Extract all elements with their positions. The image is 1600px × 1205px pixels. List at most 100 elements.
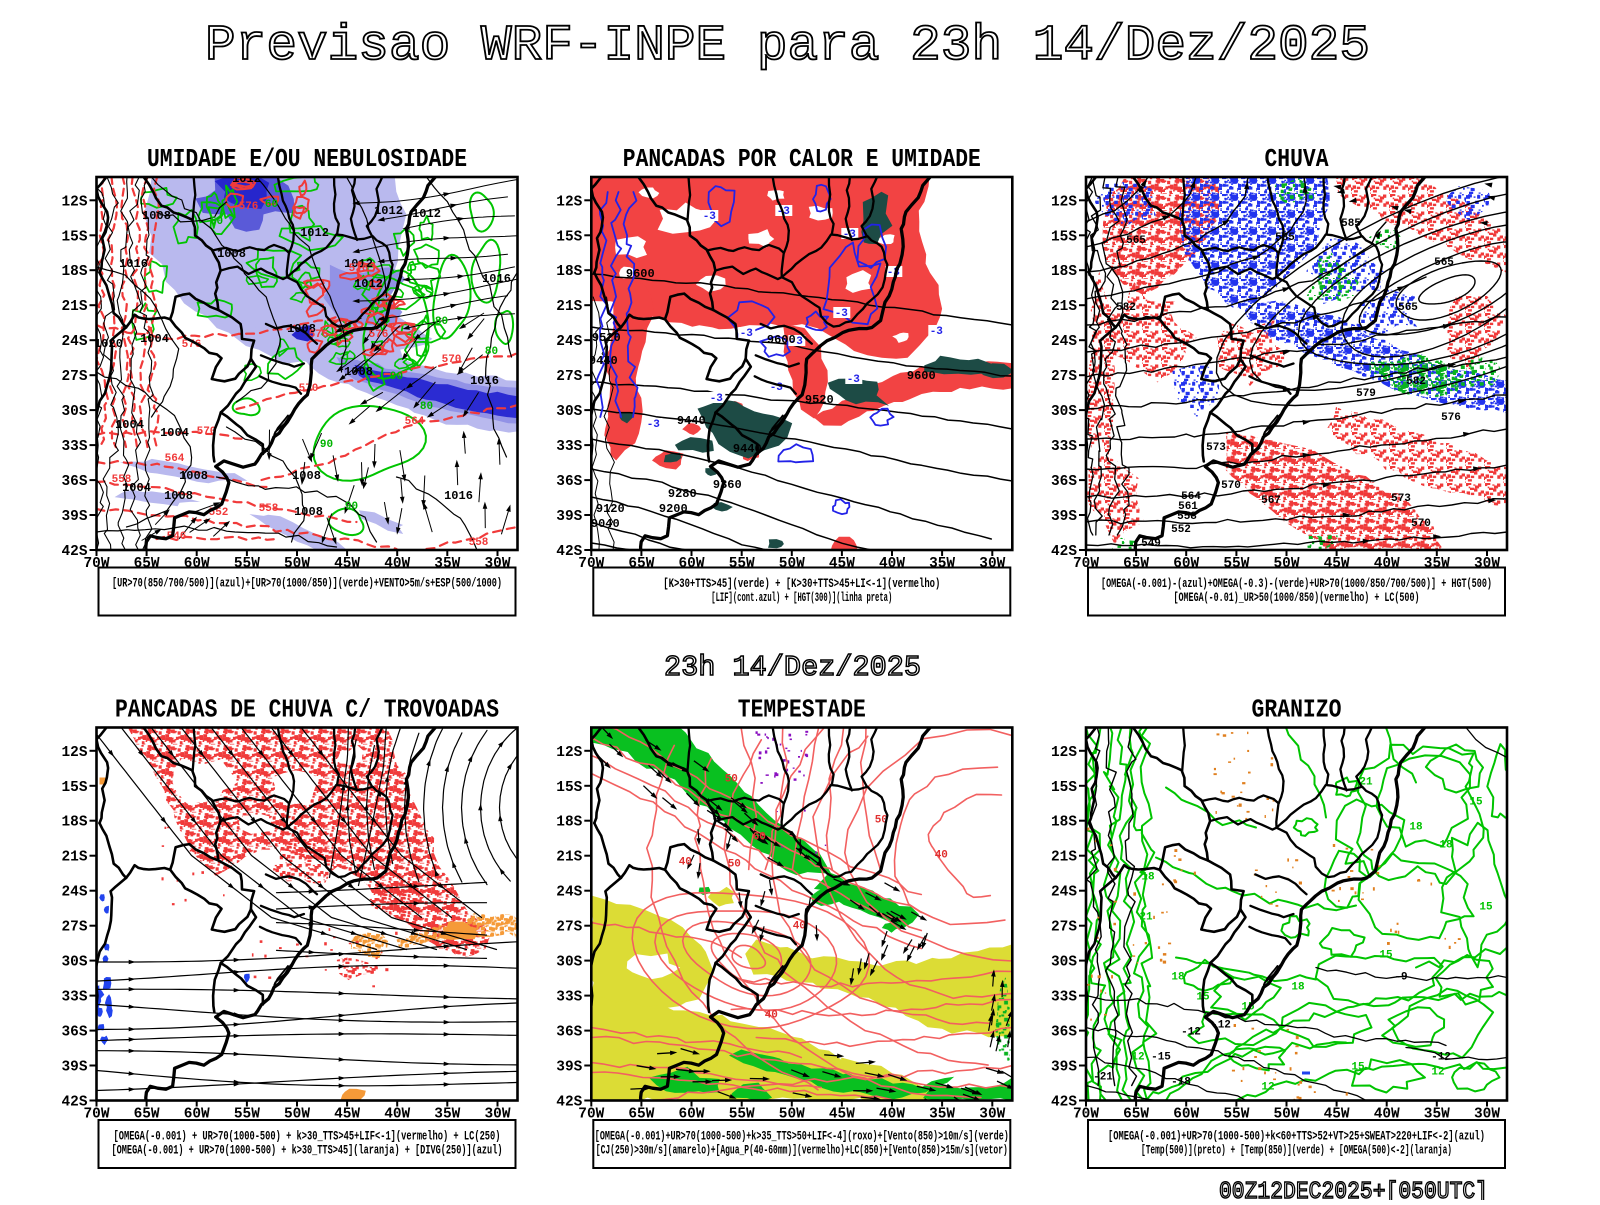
svg-text:[OMEGA(-0.001)-(azul)+OMEGA(-0: [OMEGA(-0.001)-(azul)+OMEGA(-0.3)-(verde… [1101,576,1492,591]
svg-text:21S: 21S [1051,849,1077,866]
svg-text:45W: 45W [334,555,360,572]
svg-text:39S: 39S [1051,508,1077,525]
svg-text:565: 565 [1434,257,1454,269]
svg-text:-18: -18 [1171,1077,1191,1089]
svg-text:12S: 12S [556,744,582,761]
svg-text:564: 564 [165,453,185,465]
svg-text:558: 558 [259,503,279,515]
svg-text:1012: 1012 [300,226,329,240]
svg-text:-3: -3 [930,326,944,338]
svg-text:15S: 15S [62,779,88,796]
svg-text:18S: 18S [62,263,88,280]
svg-text:24S: 24S [556,333,582,350]
svg-text:27S: 27S [556,368,582,385]
svg-text:1016: 1016 [119,257,148,271]
svg-text:576: 576 [369,329,389,341]
svg-text:50W: 50W [779,555,805,572]
svg-text:90: 90 [390,371,403,383]
svg-text:24S: 24S [1051,884,1077,901]
svg-text:18S: 18S [556,263,582,280]
svg-text:15: 15 [1379,950,1393,962]
svg-text:1008: 1008 [164,489,193,503]
svg-text:60W: 60W [184,555,210,572]
svg-text:1020: 1020 [94,337,123,351]
svg-text:39S: 39S [1051,1059,1077,1076]
svg-text:50W: 50W [1274,555,1300,572]
svg-text:1012: 1012 [412,207,441,221]
svg-text:60: 60 [265,199,278,211]
svg-text:30W: 30W [485,555,511,572]
svg-text:585: 585 [1275,232,1295,244]
svg-text:27S: 27S [62,919,88,936]
svg-text:18S: 18S [62,814,88,831]
svg-text:558: 558 [112,474,132,486]
svg-text:36S: 36S [556,1024,582,1041]
svg-text:-3: -3 [710,393,724,405]
svg-text:36S: 36S [1051,473,1077,490]
svg-text:27S: 27S [62,368,88,385]
svg-text:18: 18 [1171,972,1185,984]
svg-text:60W: 60W [679,555,705,572]
svg-text:24S: 24S [62,333,88,350]
svg-text:30W: 30W [979,555,1005,572]
svg-text:39S: 39S [62,1059,88,1076]
svg-text:Previsao WRF-INPE para 23h 14: Previsao WRF-INPE para 23h 14/Dez/2025 [205,18,1370,75]
svg-text:[OMEGA(-0.001) + UR>70(1000-50: [OMEGA(-0.001) + UR>70(1000-500) + k>30_… [112,1143,503,1158]
svg-text:1008: 1008 [142,209,171,223]
svg-text:9200: 9200 [659,502,688,516]
svg-text:30S: 30S [556,954,582,971]
svg-text:1008: 1008 [292,469,321,483]
svg-text:80: 80 [435,316,448,328]
svg-text:45W: 45W [1324,555,1350,572]
svg-text:36S: 36S [1051,1024,1077,1041]
svg-text:40: 40 [935,850,948,862]
svg-text:582: 582 [1406,376,1426,388]
svg-text:[LIF](cont.azul) + [HGT(300)](: [LIF](cont.azul) + [HGT(300)](linha pret… [711,590,892,605]
svg-text:50: 50 [725,774,738,786]
svg-text:9600: 9600 [767,333,796,347]
svg-text:9440: 9440 [589,354,618,368]
svg-text:1004: 1004 [160,426,189,440]
svg-text:45W: 45W [829,555,855,572]
svg-text:24S: 24S [62,884,88,901]
svg-text:9440: 9440 [677,414,706,428]
svg-text:12: 12 [1431,1067,1444,1079]
svg-text:12S: 12S [1051,193,1077,210]
svg-text:70W: 70W [84,555,110,572]
svg-text:39S: 39S [556,508,582,525]
svg-text:27S: 27S [1051,368,1077,385]
svg-text:-15: -15 [1151,1052,1171,1064]
svg-text:36S: 36S [556,473,582,490]
svg-text:18: 18 [1141,872,1155,884]
svg-text:35W: 35W [929,555,955,572]
svg-text:552: 552 [1171,524,1191,536]
svg-text:15: 15 [1351,1062,1365,1074]
svg-text:1012: 1012 [354,277,383,291]
svg-text:30S: 30S [556,403,582,420]
svg-text:-12: -12 [1431,1052,1451,1064]
svg-text:[Temp(500)](preto) + [Temp(850: [Temp(500)](preto) + [Temp(850)](verde) … [1141,1143,1452,1158]
svg-text:70W: 70W [1073,555,1099,572]
svg-text:55W: 55W [1223,555,1249,572]
svg-text:24S: 24S [556,884,582,901]
svg-text:33S: 33S [1051,438,1077,455]
svg-text:65W: 65W [1123,555,1149,572]
svg-text:9600: 9600 [907,369,936,383]
svg-text:55W: 55W [729,555,755,572]
svg-text:18: 18 [1409,822,1423,834]
svg-text:1016: 1016 [444,489,473,503]
svg-text:40W: 40W [879,555,905,572]
svg-text:-9: -9 [1394,972,1407,984]
svg-text:1008: 1008 [179,469,208,483]
svg-text:1004: 1004 [140,332,169,346]
svg-text:UMIDADE E/OU NEBULOSIDADE: UMIDADE E/OU NEBULOSIDADE [147,144,467,174]
svg-text:12S: 12S [62,193,88,210]
svg-text:1016: 1016 [470,374,499,388]
svg-text:PANCADAS DE CHUVA C/ TROVOADAS: PANCADAS DE CHUVA C/ TROVOADAS [115,695,499,725]
svg-text:70W: 70W [578,555,604,572]
svg-text:573: 573 [1391,493,1411,505]
svg-text:80: 80 [485,346,498,358]
svg-text:39S: 39S [556,1059,582,1076]
svg-text:18: 18 [1439,840,1453,852]
svg-text:21S: 21S [62,298,88,315]
